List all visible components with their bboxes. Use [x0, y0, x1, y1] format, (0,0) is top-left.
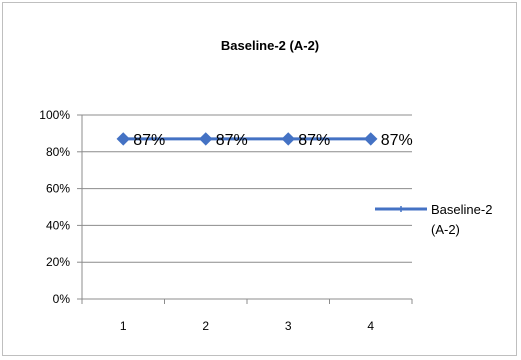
gridlines: [82, 114, 412, 263]
y-tick-label: 40%: [46, 218, 70, 232]
data-point-marker: [116, 132, 130, 146]
legend-label: Baseline-2: [431, 202, 492, 217]
series-layer: [116, 132, 378, 146]
chart-title: Baseline-2 (A-2): [221, 38, 319, 53]
x-tick-label: 2: [202, 319, 209, 333]
y-tick-label: 0%: [53, 292, 71, 306]
y-tick-label: 100%: [39, 108, 70, 122]
legend-label: (A-2): [431, 222, 460, 237]
y-tick-label: 80%: [46, 145, 70, 159]
axes: 0% 20% 40% 60% 80% 100% 1 2 3 4: [39, 108, 413, 333]
legend: Baseline-2 (A-2): [375, 202, 492, 237]
data-label: 87%: [133, 132, 165, 149]
x-tick-label: 4: [367, 319, 374, 333]
y-tick-label: 20%: [46, 255, 70, 269]
data-point-marker: [199, 132, 213, 146]
data-point-marker: [281, 132, 295, 146]
data-point-marker: [364, 132, 378, 146]
y-tick-label: 60%: [46, 182, 70, 196]
data-label: 87%: [298, 132, 330, 149]
data-label: 87%: [216, 132, 248, 149]
line-chart: Baseline-2 (A-2) 0%20%40%60%80%100%1 2 3 4 …: [39, 38, 492, 333]
data-label: 87%: [381, 132, 413, 149]
x-tick-label: 1: [120, 319, 127, 333]
data-labels: 87% 87% 87% 87%: [133, 132, 413, 149]
chart-frame: Baseline-2 (A-2) 0% 20% 40% 60% 80% 100% 1 2 3 4 …: [2, 2, 517, 356]
x-tick-label: 3: [285, 319, 292, 333]
